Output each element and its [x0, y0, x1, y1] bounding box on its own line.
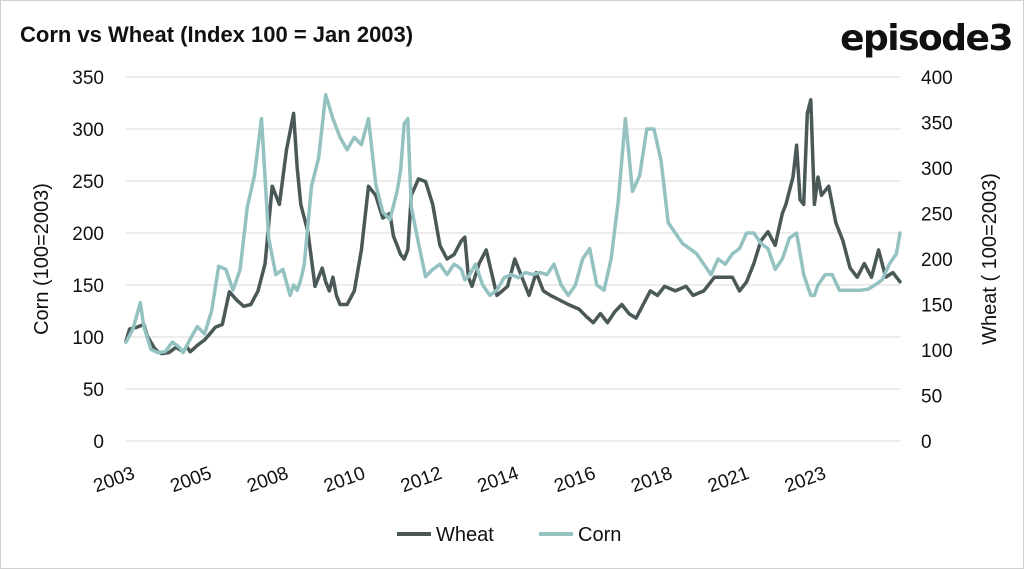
- right-tick-label: 100: [921, 341, 953, 362]
- legend-wheat-label: Wheat: [436, 524, 494, 546]
- left-tick-label: 200: [72, 224, 104, 245]
- right-tick-label: 250: [921, 205, 953, 226]
- x-axis-ticks: 2003 2005 2008 2010 2012 2014 2016 2018 2021 2023: [91, 463, 829, 497]
- left-tick-label: 50: [83, 380, 104, 401]
- x-tick-label: 2016: [552, 463, 599, 497]
- x-tick-label: 2010: [321, 463, 368, 497]
- x-tick-label: 2012: [398, 463, 445, 497]
- x-tick-label: 2003: [91, 463, 138, 497]
- series-line-wheat: [124, 98, 902, 356]
- right-tick-label: 0: [921, 432, 932, 453]
- right-tick-label: 300: [921, 159, 953, 180]
- x-tick-label: 2021: [705, 463, 752, 497]
- left-tick-label: 0: [93, 432, 104, 453]
- x-tick-label: 2005: [168, 463, 215, 497]
- x-tick-label: 2014: [475, 463, 522, 497]
- right-tick-label: 200: [921, 250, 953, 271]
- legend-corn-label: Corn: [578, 524, 621, 546]
- left-tick-label: 150: [72, 276, 104, 297]
- series-line-corn: [124, 92, 902, 355]
- grid-lines: [126, 76, 900, 442]
- x-tick-label: 2023: [782, 463, 829, 497]
- left-axis-ticks: 0 50 100 150 200 250 300 350: [72, 68, 104, 453]
- left-tick-label: 100: [72, 328, 104, 349]
- left-axis-label: Corn (100=2003): [31, 183, 53, 335]
- left-tick-label: 350: [72, 68, 104, 89]
- x-tick-label: 2018: [628, 463, 675, 497]
- chart-title: Corn vs Wheat (Index 100 = Jan 2003): [20, 22, 413, 47]
- right-tick-label: 50: [921, 387, 942, 408]
- series-lines: [124, 92, 902, 356]
- left-tick-label: 300: [72, 120, 104, 141]
- brand-logo: episode3: [840, 18, 1012, 59]
- legend: Wheat Corn: [397, 524, 621, 546]
- left-tick-label: 250: [72, 172, 104, 193]
- right-tick-label: 400: [921, 68, 953, 89]
- right-tick-label: 350: [921, 114, 953, 135]
- right-axis-ticks: 0 50 100 150 200 250 300 350 400: [921, 68, 953, 453]
- right-axis-label: Wheat ( 100=2003): [979, 173, 1001, 345]
- x-tick-label: 2008: [244, 463, 291, 497]
- right-tick-label: 150: [921, 296, 953, 317]
